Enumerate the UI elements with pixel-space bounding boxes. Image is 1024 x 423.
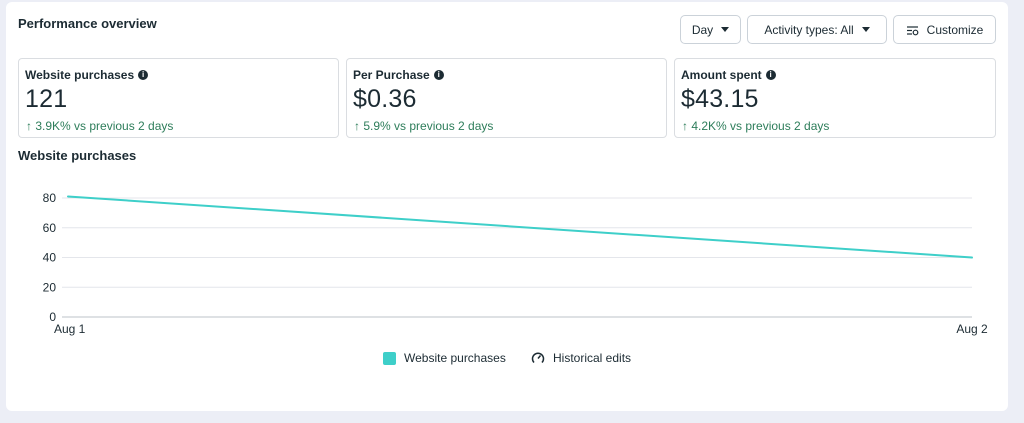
metric-card-amount-spent[interactable]: Amount spent i $43.15 ↑ 4.2K% vs previou… [674,58,996,138]
metric-card-website-purchases[interactable]: Website purchases i 121 ↑ 3.9K% vs previ… [18,58,339,138]
page-title: Performance overview [18,16,157,31]
sliders-icon [906,25,919,35]
x-tick-label: Aug 2 [956,322,988,336]
metric-label: Per Purchase [353,68,430,82]
y-tick-label: 60 [43,221,57,235]
day-dropdown-label: Day [691,22,714,37]
info-icon[interactable]: i [765,70,776,80]
legend-label: Website purchases [404,351,506,365]
day-dropdown[interactable]: Day [680,15,741,44]
caret-down-icon [861,27,870,32]
metric-value: 121 [25,85,68,113]
chart-title: Website purchases [18,148,137,163]
y-tick-label: 0 [49,310,56,324]
metric-change: ↑ 3.9K% vs previous 2 days [26,119,174,133]
legend-item-historical-edits[interactable]: Historical edits [531,350,631,366]
customize-label: Customize [926,22,984,37]
line-chart: 0 20 40 60 80 Aug 1 Aug 2 [43,191,988,336]
y-tick-label: 40 [43,251,57,265]
metric-value: $0.36 [353,85,417,113]
activity-types-label: Activity types: All [764,22,854,37]
metric-label-row: Website purchases i [25,68,149,82]
legend-item-website-purchases[interactable]: Website purchases [383,350,506,366]
metric-label-row: Amount spent i [681,68,776,82]
metric-card-per-purchase[interactable]: Per Purchase i $0.36 ↑ 5.9% vs previous … [346,58,667,138]
gauge-icon [531,352,545,364]
metric-value: $43.15 [681,85,759,113]
series-line [67,195,973,259]
customize-button[interactable]: Customize [893,15,996,44]
metric-change: ↑ 4.2K% vs previous 2 days [682,119,830,133]
y-tick-label: 80 [43,191,57,205]
metric-label: Website purchases [25,68,135,82]
activity-types-dropdown[interactable]: Activity types: All [747,15,887,44]
metric-change: ↑ 5.9% vs previous 2 days [354,119,494,133]
legend-label: Historical edits [553,351,632,365]
performance-panel: Performance overview Day Activity types:… [6,2,1008,411]
metric-label: Amount spent [681,68,762,82]
info-icon[interactable]: i [138,70,149,80]
series-swatch [383,351,396,365]
x-tick-label: Aug 1 [54,322,86,336]
caret-down-icon [721,27,730,32]
y-tick-label: 20 [43,280,57,294]
metric-label-row: Per Purchase i [353,68,444,82]
info-icon[interactable]: i [433,70,444,80]
